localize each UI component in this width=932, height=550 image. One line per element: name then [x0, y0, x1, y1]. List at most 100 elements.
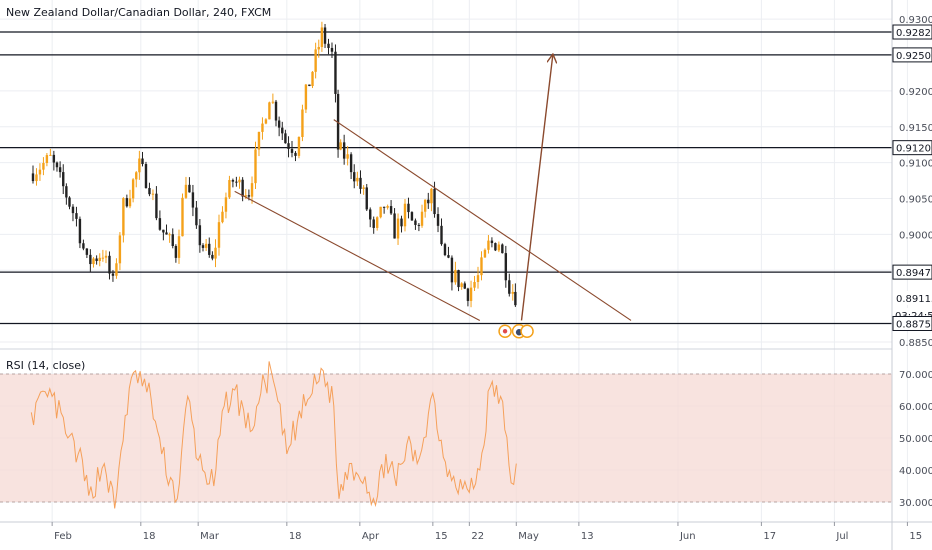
candle — [101, 249, 105, 262]
level-label-0.88758[interactable]: 0.88758 — [892, 315, 932, 331]
candle — [457, 269, 460, 292]
candle — [297, 136, 301, 159]
candle — [195, 200, 198, 229]
candle — [407, 197, 410, 219]
candle — [314, 42, 317, 79]
candle — [217, 214, 221, 256]
candle — [138, 150, 141, 180]
svg-text:0.92821: 0.92821 — [896, 28, 932, 39]
x-tick-label: Mar — [200, 531, 220, 542]
price-scale-labels[interactable]: 0.928210.925020.912090.894740.8911503:24… — [892, 24, 932, 331]
candle — [400, 215, 403, 233]
x-tick-label: 15 — [909, 531, 922, 542]
candle — [95, 255, 98, 265]
candle — [287, 136, 290, 158]
channel-lower-line[interactable] — [234, 190, 481, 321]
candle — [320, 21, 324, 52]
candle — [250, 176, 254, 204]
candle — [135, 171, 138, 188]
candle — [204, 239, 208, 251]
candle — [274, 99, 278, 127]
candle — [369, 207, 372, 228]
candle — [148, 182, 151, 197]
candle — [389, 200, 393, 215]
x-tick-label: 18 — [289, 531, 302, 542]
candle — [98, 253, 101, 267]
candle — [71, 204, 75, 222]
event-flag-icon[interactable] — [498, 324, 512, 338]
candle — [208, 237, 211, 258]
candle — [450, 255, 454, 291]
channel-upper-line[interactable] — [333, 119, 632, 321]
candle — [469, 280, 473, 308]
x-tick-label: Jul — [835, 531, 848, 542]
candle — [162, 229, 165, 241]
svg-text:0.91209: 0.91209 — [896, 144, 932, 155]
candle — [264, 118, 268, 125]
candle — [171, 228, 174, 249]
candle — [188, 177, 191, 193]
candle — [420, 204, 424, 228]
candle — [221, 206, 224, 224]
level-label-0.92502[interactable]: 0.92502 — [892, 47, 932, 63]
candle — [168, 232, 171, 243]
candle — [317, 39, 320, 58]
candle — [75, 206, 78, 227]
y-tick-label: 0.88500 — [899, 338, 932, 349]
projection-arrow[interactable] — [520, 55, 553, 321]
candle — [55, 161, 59, 172]
candle — [466, 287, 470, 307]
candle — [414, 218, 417, 230]
candle — [476, 266, 480, 289]
x-tick-label: 22 — [471, 531, 484, 542]
rsi-title: RSI (14, close) — [6, 359, 86, 372]
candle — [483, 248, 487, 258]
candle — [454, 261, 457, 285]
candle — [430, 187, 433, 212]
candle — [241, 177, 244, 202]
horizontal-levels[interactable] — [0, 31, 892, 350]
candle — [379, 206, 382, 219]
candle — [480, 251, 483, 281]
trend-drawings[interactable] — [234, 55, 632, 321]
candle — [490, 237, 494, 248]
candle — [131, 178, 135, 203]
level-label-0.92821[interactable]: 0.92821 — [892, 24, 932, 40]
candle — [443, 242, 447, 257]
candle — [346, 146, 349, 166]
candle — [111, 270, 115, 282]
candle — [224, 192, 228, 219]
candle — [198, 219, 202, 253]
x-tick-label: 17 — [763, 531, 776, 542]
event-badges[interactable] — [498, 323, 534, 339]
candle — [304, 83, 308, 114]
candle — [342, 134, 346, 165]
x-tick-label: Apr — [362, 531, 380, 542]
candle — [323, 23, 327, 49]
candle — [104, 250, 108, 264]
candle — [382, 206, 386, 214]
x-tick-label: 18 — [143, 531, 156, 542]
candle — [311, 71, 314, 89]
candle — [504, 245, 508, 288]
level-label-0.91209[interactable]: 0.91209 — [892, 140, 932, 156]
candle — [261, 117, 264, 140]
level-label-0.89474[interactable]: 0.89474 — [892, 264, 932, 280]
candle — [235, 176, 238, 187]
candle — [423, 199, 427, 218]
candle — [281, 121, 284, 141]
candle — [327, 38, 330, 55]
event-calendar-icon[interactable] — [511, 323, 534, 339]
candle — [501, 243, 504, 254]
candle — [174, 244, 178, 263]
candle — [410, 211, 414, 221]
candle — [494, 242, 497, 252]
candle — [372, 216, 375, 234]
rsi-line-group — [0, 361, 892, 509]
